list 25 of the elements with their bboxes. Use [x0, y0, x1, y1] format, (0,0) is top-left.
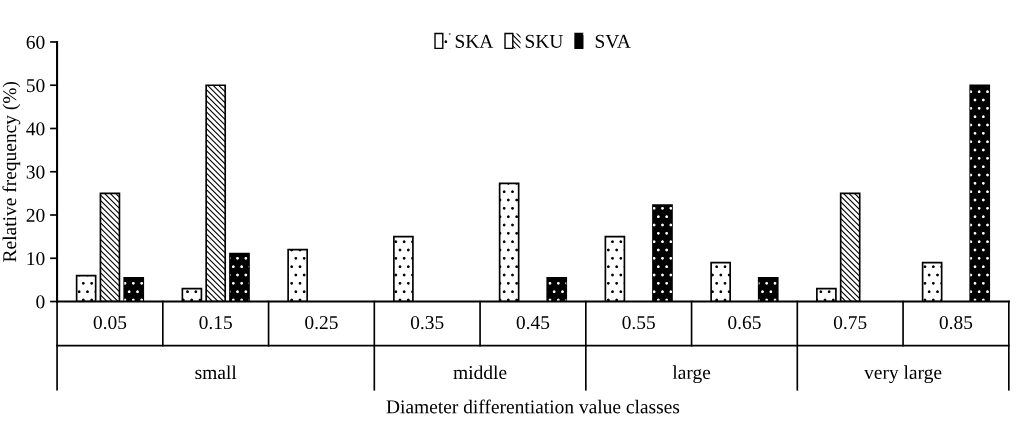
x-tick-label: 0.35 — [410, 315, 444, 330]
y-tick-label: 0 — [36, 295, 45, 309]
legend-label: SKA — [455, 34, 494, 48]
x-tick-label: 0.25 — [305, 315, 338, 330]
x-tick-label: 0.85 — [939, 315, 973, 330]
x-tick-label: 0.65 — [728, 315, 761, 330]
x-tick-label: 0.15 — [199, 315, 232, 330]
y-tick-label: 20 — [26, 208, 45, 222]
x-tick-label: 0.45 — [516, 315, 550, 330]
x-tick-label: 0.75 — [833, 315, 867, 330]
x-axis-title: Diameter differentiation value classes — [386, 399, 680, 414]
legend-label: SKU — [525, 34, 563, 48]
legend-label: SVA — [595, 34, 631, 48]
x-tick-label: 0.55 — [622, 315, 655, 330]
text: middle — [453, 365, 507, 380]
y-tick-label: 30 — [26, 165, 45, 179]
text: very large — [864, 365, 942, 384]
y-axis-title: Relative frequency (%) — [2, 81, 21, 262]
text: small — [195, 365, 237, 380]
y-tick-label: 60 — [26, 35, 45, 49]
y-tick-label: 10 — [27, 252, 45, 266]
x-tick-label: 0.05 — [93, 315, 127, 330]
text: large — [672, 365, 711, 384]
y-tick-label: 50 — [26, 79, 45, 93]
y-tick-label: 40 — [26, 122, 45, 136]
